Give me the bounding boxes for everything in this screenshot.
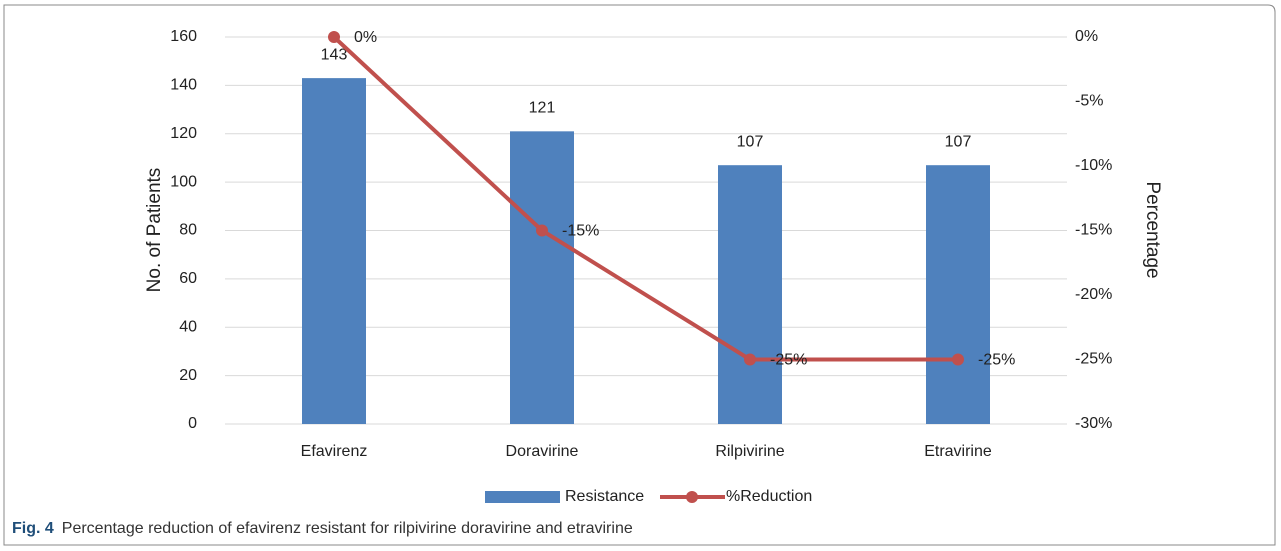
y-tick-label: 100	[170, 173, 197, 190]
y-tick-label: 0	[188, 415, 197, 432]
y-tick-label: 120	[170, 125, 197, 142]
line	[332, 35, 958, 362]
bar	[718, 165, 782, 424]
caption-label: Fig. 4	[12, 520, 54, 537]
y2-tick-label: -20%	[1075, 286, 1112, 303]
bar	[510, 131, 574, 425]
bar-value-label: 107	[945, 133, 972, 150]
line-marker	[952, 353, 964, 366]
y2-axis-title: Percentage	[1142, 181, 1163, 278]
bar-value-label: 121	[529, 100, 556, 117]
y2-tick-label: 0%	[1075, 28, 1098, 45]
y-axis-title: No. of Patients	[144, 168, 165, 293]
bar-value-label: 143	[321, 46, 348, 63]
y2-tick-label: -10%	[1075, 157, 1112, 174]
x-tick-label: Rilpivirine	[715, 443, 784, 460]
line-marker	[328, 31, 340, 43]
line-marker	[536, 224, 548, 237]
line-value-label: 0%	[354, 29, 377, 46]
line-value-label: -25%	[978, 352, 1015, 369]
y2-tick-label: -5%	[1075, 93, 1103, 110]
y2-tick-label: -30%	[1075, 415, 1112, 432]
x-tick-label: Efavirenz	[301, 443, 368, 460]
legend-label: %Reduction	[726, 488, 812, 505]
bar	[302, 78, 366, 425]
y2-tick-label: -25%	[1075, 351, 1112, 368]
bar-value-label: 107	[737, 133, 764, 150]
caption-text: Percentage reduction of efavirenz resist…	[62, 520, 633, 537]
line-value-label: -25%	[770, 352, 807, 369]
line-value-label: -15%	[562, 223, 599, 240]
caption: Fig. 4 Percentage reduction of efavirenz …	[12, 520, 633, 537]
x-tick-label: Doravirine	[506, 443, 579, 460]
y2-tick-label: -15%	[1075, 222, 1112, 239]
frame	[3, 4, 1276, 546]
legend-marker	[686, 491, 698, 503]
y-tick-label: 160	[170, 28, 197, 45]
y-tick-label: 80	[179, 222, 197, 239]
legend-swatch	[485, 491, 560, 503]
y-tick-label: 140	[170, 77, 197, 94]
y-tick-label: 40	[179, 318, 197, 335]
x-tick-label: Etravirine	[924, 443, 992, 460]
line-marker	[744, 353, 756, 366]
bar	[926, 165, 990, 424]
y-tick-label: 20	[179, 367, 197, 384]
y-tick-label: 60	[179, 270, 197, 287]
legend-label: Resistance	[565, 488, 644, 505]
